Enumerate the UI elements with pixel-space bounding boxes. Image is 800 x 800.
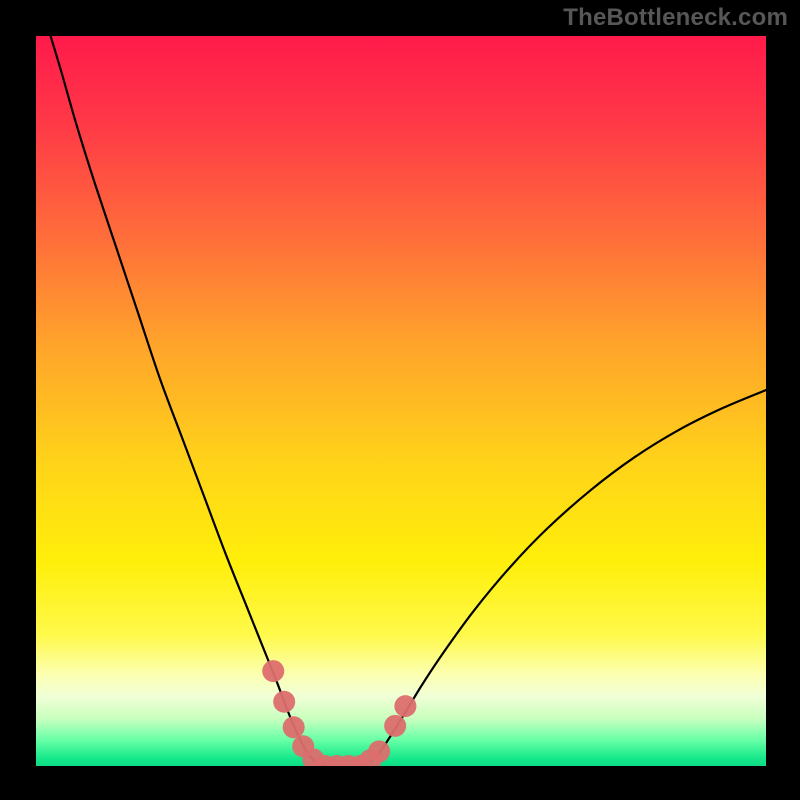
marker-point [368,740,390,762]
watermark-text: TheBottleneck.com [563,4,788,32]
bottleneck-chart [36,36,766,766]
marker-point [262,660,284,682]
plot-area [36,36,766,766]
marker-point [384,715,406,737]
marker-point [273,691,295,713]
plot-background [36,36,766,766]
marker-point [283,716,305,738]
stage: TheBottleneck.com [0,0,800,800]
marker-point [394,695,416,717]
